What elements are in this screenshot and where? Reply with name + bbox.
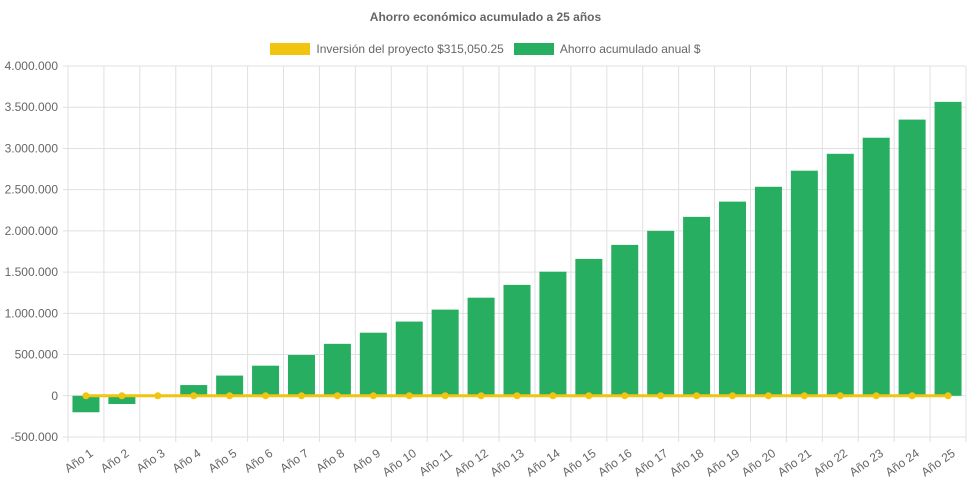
point-inversion xyxy=(729,392,737,400)
x-tick-label: Año 14 xyxy=(523,446,562,479)
point-inversion xyxy=(621,392,629,400)
x-tick-label: Año 24 xyxy=(883,446,922,479)
point-inversion xyxy=(118,392,126,400)
y-tick-label: 1.000.000 xyxy=(5,306,59,320)
y-tick-label: -500.000 xyxy=(11,430,59,444)
bar-ahorro xyxy=(108,395,136,405)
x-tick-label: Año 9 xyxy=(349,446,383,476)
bar-ahorro xyxy=(395,321,423,396)
bar-ahorro xyxy=(790,170,818,396)
bar-ahorro xyxy=(826,153,854,396)
x-tick-label: Año 16 xyxy=(595,446,634,479)
x-tick-label: Año 23 xyxy=(847,446,886,479)
bar-ahorro xyxy=(359,332,387,396)
bar-ahorro xyxy=(898,119,926,396)
x-tick-label: Año 22 xyxy=(811,446,850,479)
point-inversion xyxy=(190,392,198,400)
legend-swatch-ahorro xyxy=(513,43,554,55)
bar-ahorro xyxy=(431,309,459,396)
point-inversion xyxy=(369,392,377,400)
bar-ahorro xyxy=(754,186,782,396)
y-tick-label: 1.500.000 xyxy=(5,265,59,279)
point-inversion xyxy=(585,392,593,400)
bar-ahorro xyxy=(323,343,351,396)
point-inversion xyxy=(944,392,952,400)
bar-ahorro xyxy=(575,258,603,396)
x-tick-label: Año 6 xyxy=(242,446,276,476)
bar-ahorro xyxy=(719,201,747,396)
point-inversion xyxy=(764,392,772,400)
bar-ahorro xyxy=(683,216,711,396)
bar-ahorro xyxy=(539,271,567,396)
x-tick-label: Año 1 xyxy=(62,446,96,476)
point-inversion xyxy=(262,392,270,400)
x-tick-label: Año 8 xyxy=(313,446,347,476)
x-tick-label: Año 21 xyxy=(775,446,814,479)
legend-swatch-inversion xyxy=(270,43,311,55)
point-inversion xyxy=(82,392,90,400)
x-tick-label: Año 18 xyxy=(667,446,706,479)
x-tick-label: Año 10 xyxy=(380,446,419,479)
point-inversion xyxy=(800,392,808,400)
legend-label-inversion: Inversión del proyecto $315,050.25 xyxy=(316,42,504,56)
point-inversion xyxy=(405,392,413,400)
bar-ahorro xyxy=(647,230,675,396)
point-inversion xyxy=(872,392,880,400)
x-tick-label: Año 5 xyxy=(206,446,240,476)
point-inversion xyxy=(441,392,449,400)
bar-ahorro xyxy=(467,297,495,396)
x-tick-label: Año 7 xyxy=(277,446,311,476)
point-inversion xyxy=(693,392,701,400)
bar-ahorro xyxy=(180,385,208,396)
point-inversion xyxy=(549,392,557,400)
x-tick-label: Año 2 xyxy=(98,446,132,476)
chart-title: Ahorro económico acumulado a 25 años xyxy=(369,10,602,24)
legend-item-inversion[interactable]: Inversión del proyecto $315,050.25 xyxy=(270,42,504,56)
point-inversion xyxy=(226,392,234,400)
legend: Inversión del proyecto $315,050.25 Ahorr… xyxy=(0,42,971,56)
point-inversion xyxy=(513,392,521,400)
y-tick-label: 500.000 xyxy=(15,348,59,362)
bar-ahorro xyxy=(72,395,100,413)
point-inversion xyxy=(657,392,665,400)
point-inversion xyxy=(297,392,305,400)
y-tick-label: 2.500.000 xyxy=(5,183,59,197)
y-tick-label: 0 xyxy=(51,389,58,403)
x-tick-label: Año 3 xyxy=(134,446,168,476)
bar-ahorro xyxy=(503,284,531,396)
bar-ahorro xyxy=(252,365,280,396)
x-tick-label: Año 25 xyxy=(919,446,958,479)
x-tick-label: Año 15 xyxy=(559,446,598,479)
point-inversion xyxy=(154,392,162,400)
bar-ahorro xyxy=(216,375,244,396)
bar-ahorro xyxy=(287,354,315,396)
legend-item-ahorro[interactable]: Ahorro acumulado anual $ xyxy=(513,42,701,56)
y-tick-label: 3.500.000 xyxy=(5,100,59,114)
legend-label-ahorro: Ahorro acumulado anual $ xyxy=(559,42,701,56)
point-inversion xyxy=(477,392,485,400)
y-tick-label: 2.000.000 xyxy=(5,224,59,238)
y-tick-label: 4.000.000 xyxy=(5,59,59,73)
x-tick-label: Año 13 xyxy=(488,446,527,479)
x-tick-label: Año 11 xyxy=(416,446,455,479)
bar-ahorro xyxy=(934,101,962,396)
point-inversion xyxy=(333,392,341,400)
point-inversion xyxy=(836,392,844,400)
point-inversion xyxy=(908,392,916,400)
x-tick-label: Año 17 xyxy=(631,446,670,479)
y-tick-label: 3.000.000 xyxy=(5,141,59,155)
x-tick-label: Año 4 xyxy=(170,446,204,476)
x-tick-label: Año 19 xyxy=(703,446,742,479)
bar-ahorro xyxy=(611,244,639,396)
bar-ahorro xyxy=(862,137,890,396)
x-tick-label: Año 12 xyxy=(452,446,491,479)
x-tick-label: Año 20 xyxy=(739,446,778,479)
